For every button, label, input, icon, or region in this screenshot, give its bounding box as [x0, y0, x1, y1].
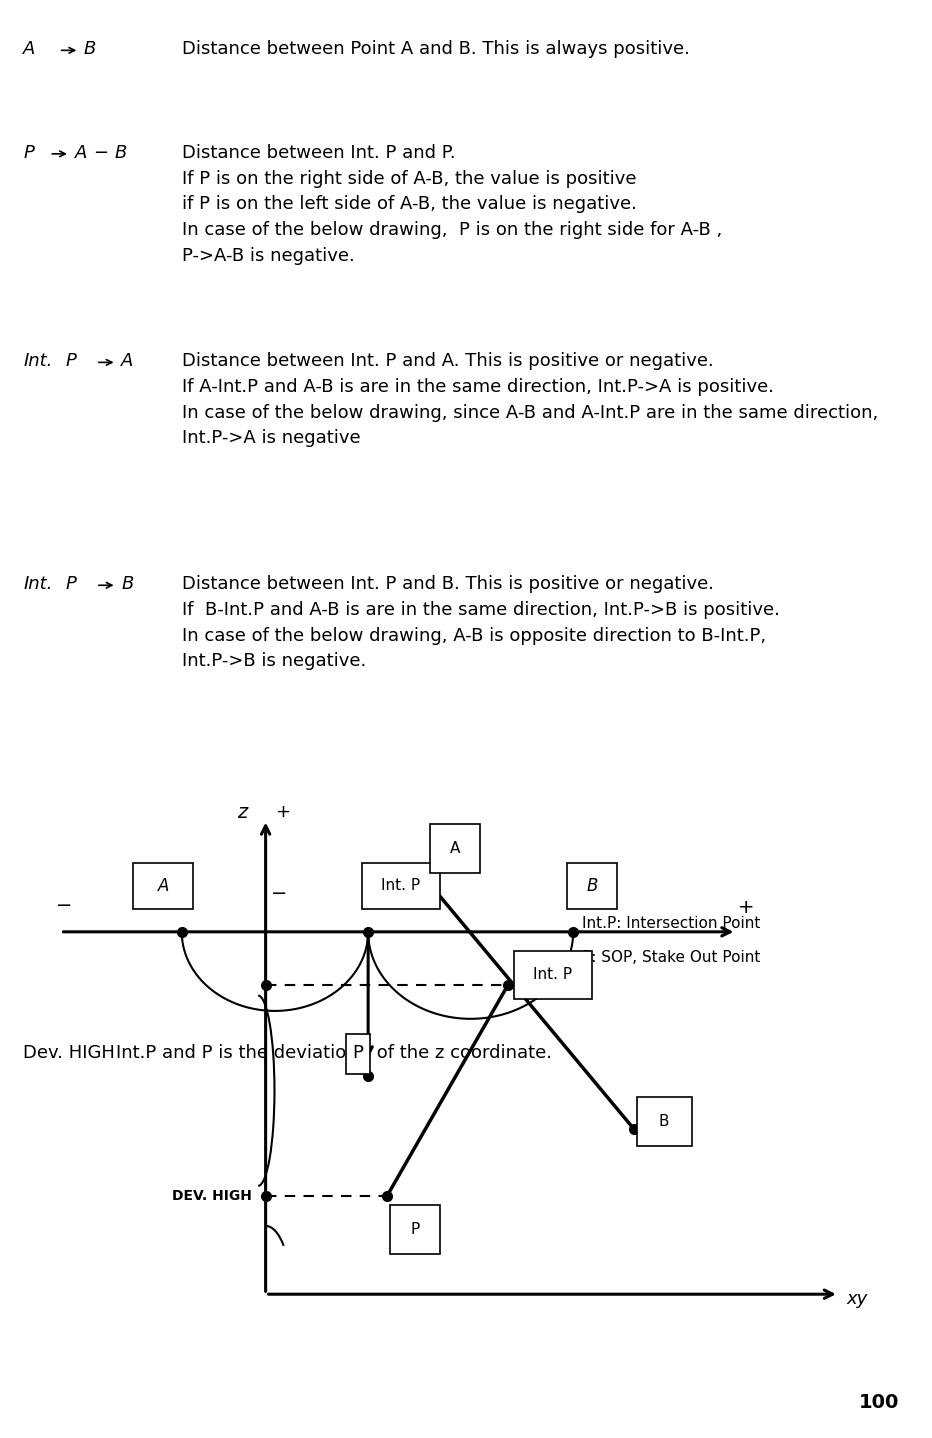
Text: xy: xy: [846, 1290, 868, 1307]
FancyBboxPatch shape: [637, 1097, 692, 1146]
FancyBboxPatch shape: [346, 1034, 370, 1074]
Text: A: A: [75, 144, 87, 162]
FancyBboxPatch shape: [133, 863, 193, 909]
Text: −: −: [93, 144, 108, 162]
Text: B: B: [659, 1114, 669, 1129]
Text: B: B: [115, 144, 127, 162]
Text: Distance between Int. P and A. This is positive or negative.
If A-Int.P and A-B : Distance between Int. P and A. This is p…: [182, 352, 878, 447]
Text: Int.: Int.: [23, 352, 53, 371]
Text: P: P: [352, 1044, 363, 1061]
Text: Int.: Int.: [23, 575, 53, 594]
Text: P: SOP, Stake Out Point: P: SOP, Stake Out Point: [582, 951, 761, 965]
Text: B: B: [586, 877, 597, 894]
Text: B: B: [121, 575, 133, 594]
FancyBboxPatch shape: [514, 951, 592, 999]
FancyBboxPatch shape: [390, 1205, 440, 1254]
Text: P: P: [410, 1222, 419, 1237]
Text: Distance between Int. P and P.
If P is on the right side of A-B, the value is po: Distance between Int. P and P. If P is o…: [182, 144, 722, 265]
Text: Distance between Int. P and B. This is positive or negative.
If  B-Int.P and A-B: Distance between Int. P and B. This is p…: [182, 575, 779, 670]
Text: P: P: [65, 352, 76, 371]
Text: Int.P: Intersection Point: Int.P: Intersection Point: [582, 916, 761, 930]
Text: +: +: [275, 804, 290, 821]
Text: A: A: [158, 877, 169, 894]
Text: A: A: [23, 40, 35, 59]
Text: Int. P: Int. P: [381, 879, 420, 893]
Text: Dev. HIGH: Dev. HIGH: [23, 1044, 116, 1061]
Text: A: A: [121, 352, 133, 371]
Text: of the z coordinate.: of the z coordinate.: [371, 1044, 552, 1061]
Text: z: z: [238, 802, 247, 823]
Text: P: P: [23, 144, 34, 162]
Text: −: −: [56, 896, 73, 915]
Text: 100: 100: [859, 1393, 899, 1412]
Text: Int.P and P is the deviation: Int.P and P is the deviation: [116, 1044, 358, 1061]
Text: A: A: [449, 841, 460, 856]
FancyBboxPatch shape: [567, 863, 617, 909]
Text: +: +: [738, 899, 755, 917]
Text: −: −: [271, 884, 288, 903]
Text: P: P: [65, 575, 76, 594]
Text: B: B: [84, 40, 96, 59]
Text: Distance between Point A and B. This is always positive.: Distance between Point A and B. This is …: [182, 40, 690, 59]
Text: DEV. HIGH: DEV. HIGH: [171, 1189, 252, 1204]
Text: Int. P: Int. P: [533, 968, 572, 982]
FancyBboxPatch shape: [430, 824, 480, 873]
FancyBboxPatch shape: [362, 863, 440, 909]
